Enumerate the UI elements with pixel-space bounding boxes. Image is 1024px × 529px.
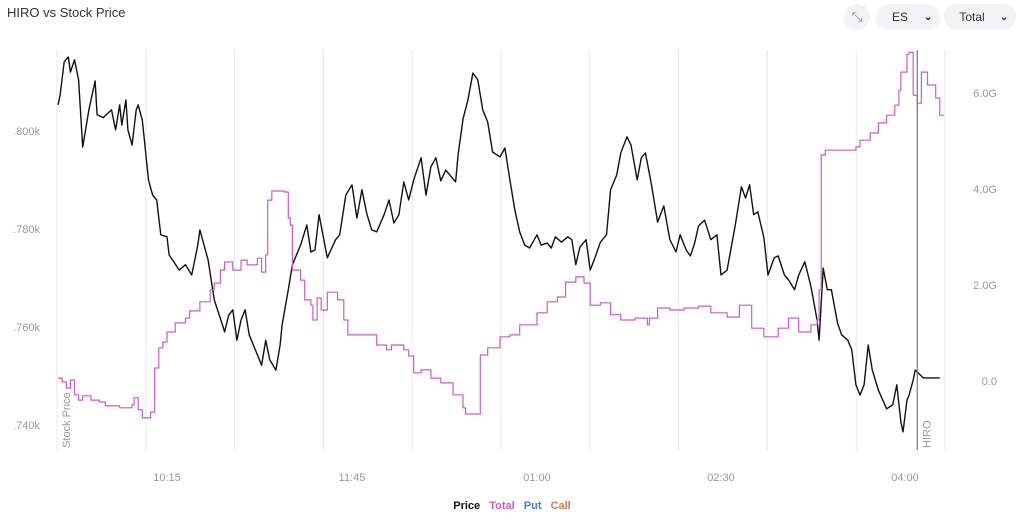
x-tick-label: 01:00 — [523, 472, 551, 484]
series-line-total — [58, 51, 944, 419]
series-line-price — [57, 56, 940, 433]
right-tick-label: 4.0G — [973, 184, 997, 196]
hiro-marker-label: HIRO — [921, 420, 933, 448]
legend-put[interactable]: Put — [523, 500, 542, 512]
right-tick-label: 6.0G — [973, 88, 997, 100]
legend-call[interactable]: Call — [550, 500, 571, 512]
symbol-select[interactable]: ES ⌄ — [876, 4, 940, 30]
x-tick-label: 04:00 — [891, 472, 919, 484]
left-tick-label: .780k — [13, 224, 40, 236]
x-tick-label: 11:45 — [339, 472, 366, 484]
legend-total[interactable]: Total — [489, 500, 515, 512]
legend-price[interactable]: Price — [453, 500, 481, 512]
left-tick-label: .760k — [13, 322, 40, 334]
right-tick-label: 0.0 — [982, 376, 997, 388]
mode-select[interactable]: Total ⌄ — [944, 4, 1016, 30]
left-tick-label: .740k — [13, 420, 40, 432]
collapse-button[interactable]: ⤡ — [844, 4, 870, 30]
mode-select-value: Total — [959, 10, 985, 24]
collapse-arrows-icon: ⤡ — [851, 9, 863, 24]
chevron-down-icon: ⌄ — [1000, 11, 1009, 23]
symbol-select-value: ES — [891, 10, 908, 24]
x-tick-label: 02:30 — [707, 472, 735, 484]
x-tick-label: 10:15 — [153, 472, 181, 484]
chevron-down-icon: ⌄ — [924, 11, 933, 23]
legend: Price Total Put Call — [0, 500, 1024, 512]
right-tick-label: 2.0G — [973, 280, 997, 292]
left-tick-label: .800k — [13, 126, 40, 138]
left-axis-label: Stock Price — [61, 392, 73, 448]
chart-title: HIRO vs Stock Price — [7, 5, 126, 20]
